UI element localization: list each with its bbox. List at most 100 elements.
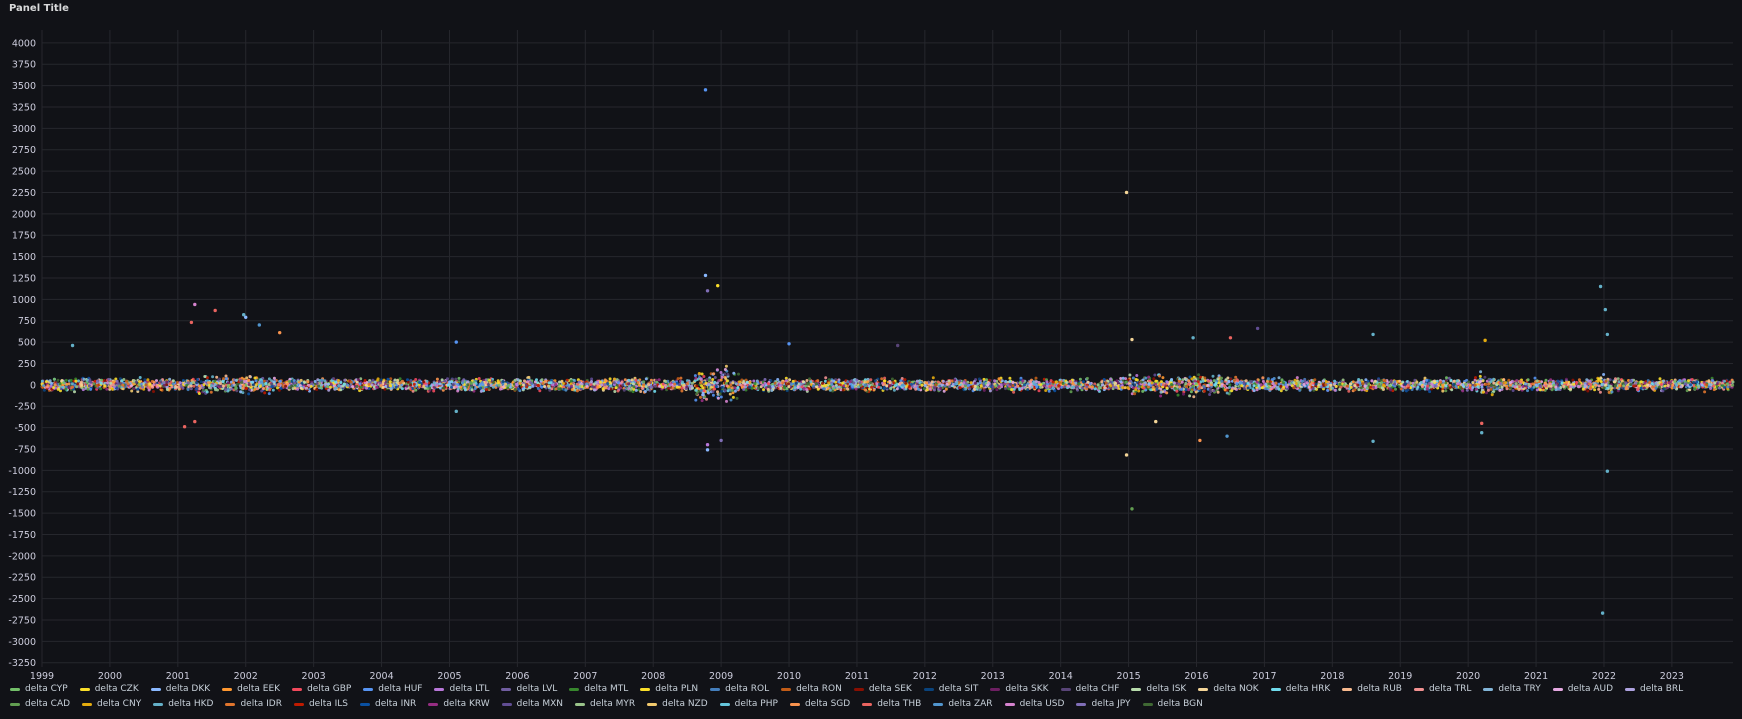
data-point [146, 378, 150, 382]
data-point [536, 387, 540, 390]
data-point [89, 387, 93, 391]
data-point [1703, 390, 1707, 394]
data-point [869, 378, 873, 382]
data-point [330, 379, 334, 383]
y-tick-label: 3000 [12, 124, 36, 135]
data-point [56, 378, 60, 382]
data-point [1659, 383, 1663, 386]
data-point [61, 385, 65, 389]
data-point [979, 384, 983, 388]
x-tick-label: 2017 [1252, 671, 1276, 680]
data-point [1385, 383, 1389, 387]
data-point [641, 387, 645, 391]
data-point [1000, 379, 1004, 383]
data-point [1256, 378, 1260, 382]
data-point [1461, 389, 1465, 393]
data-point [1445, 376, 1448, 380]
data-point [489, 384, 493, 387]
data-point [1102, 378, 1106, 381]
data-point [229, 387, 233, 391]
data-point [930, 380, 934, 384]
data-point [942, 389, 946, 393]
data-point [1549, 378, 1553, 382]
data-point [837, 380, 841, 384]
data-point [615, 378, 619, 382]
x-tick-label: 2015 [1116, 671, 1140, 680]
data-point [788, 378, 792, 382]
y-tick-label: -1750 [8, 530, 36, 541]
data-point [1507, 378, 1511, 382]
data-point [564, 388, 568, 392]
data-point [323, 379, 327, 383]
data-point [1334, 384, 1338, 388]
data-point [1685, 389, 1689, 393]
data-point [398, 377, 402, 381]
data-point [1046, 382, 1050, 386]
data-point [310, 382, 314, 386]
data-point [883, 376, 887, 380]
data-point [1211, 374, 1215, 378]
data-point [1194, 390, 1198, 394]
data-point [171, 379, 175, 383]
data-point [931, 376, 935, 380]
data-point [925, 385, 929, 389]
data-point [267, 392, 271, 396]
data-point [570, 388, 574, 391]
data-point [634, 378, 638, 382]
data-point [1624, 381, 1628, 385]
data-point [523, 379, 526, 383]
data-point [999, 383, 1003, 387]
data-point [470, 388, 474, 392]
data-point [657, 378, 661, 382]
y-tick-label: 2000 [12, 209, 36, 220]
data-point [1206, 383, 1210, 387]
data-point [816, 387, 820, 391]
data-point [409, 379, 413, 383]
data-point [1658, 377, 1662, 381]
data-point [70, 382, 74, 386]
data-point [1151, 385, 1155, 389]
y-tick-label: 500 [18, 338, 36, 349]
data-point [694, 388, 698, 392]
data-point [535, 378, 538, 382]
x-tick-label: 2006 [505, 671, 529, 680]
x-tick-label: 2012 [913, 671, 937, 680]
data-point [1280, 378, 1284, 382]
data-point [1586, 389, 1590, 393]
data-point [1357, 378, 1361, 381]
x-tick-label: 2003 [302, 671, 326, 680]
data-point [880, 377, 884, 381]
y-tick-label: -3250 [8, 658, 36, 669]
data-point [1228, 383, 1232, 387]
data-point [858, 383, 862, 387]
data-point [680, 389, 684, 393]
data-point [1356, 383, 1360, 387]
data-point [215, 375, 219, 379]
data-point [481, 383, 485, 387]
data-point [1615, 386, 1619, 390]
data-point [831, 389, 835, 393]
x-tick-label: 2004 [369, 671, 393, 680]
data-point [964, 387, 968, 391]
data-point [1126, 386, 1130, 390]
data-point [1182, 392, 1185, 396]
data-point [855, 378, 859, 382]
data-point [725, 399, 728, 403]
data-point [715, 368, 719, 372]
data-point [400, 387, 404, 391]
data-point [170, 385, 174, 389]
data-point [706, 391, 710, 395]
data-point [358, 382, 362, 386]
data-point [1423, 376, 1427, 380]
data-point [724, 364, 728, 368]
data-point [1295, 376, 1299, 380]
data-point [1571, 378, 1575, 382]
data-point [339, 388, 343, 392]
data-point [42, 388, 46, 392]
data-point [370, 383, 374, 387]
data-point [1480, 383, 1484, 387]
data-point [181, 386, 185, 390]
data-point [443, 379, 447, 383]
data-point [162, 381, 166, 384]
y-tick-label: 4000 [12, 38, 36, 49]
